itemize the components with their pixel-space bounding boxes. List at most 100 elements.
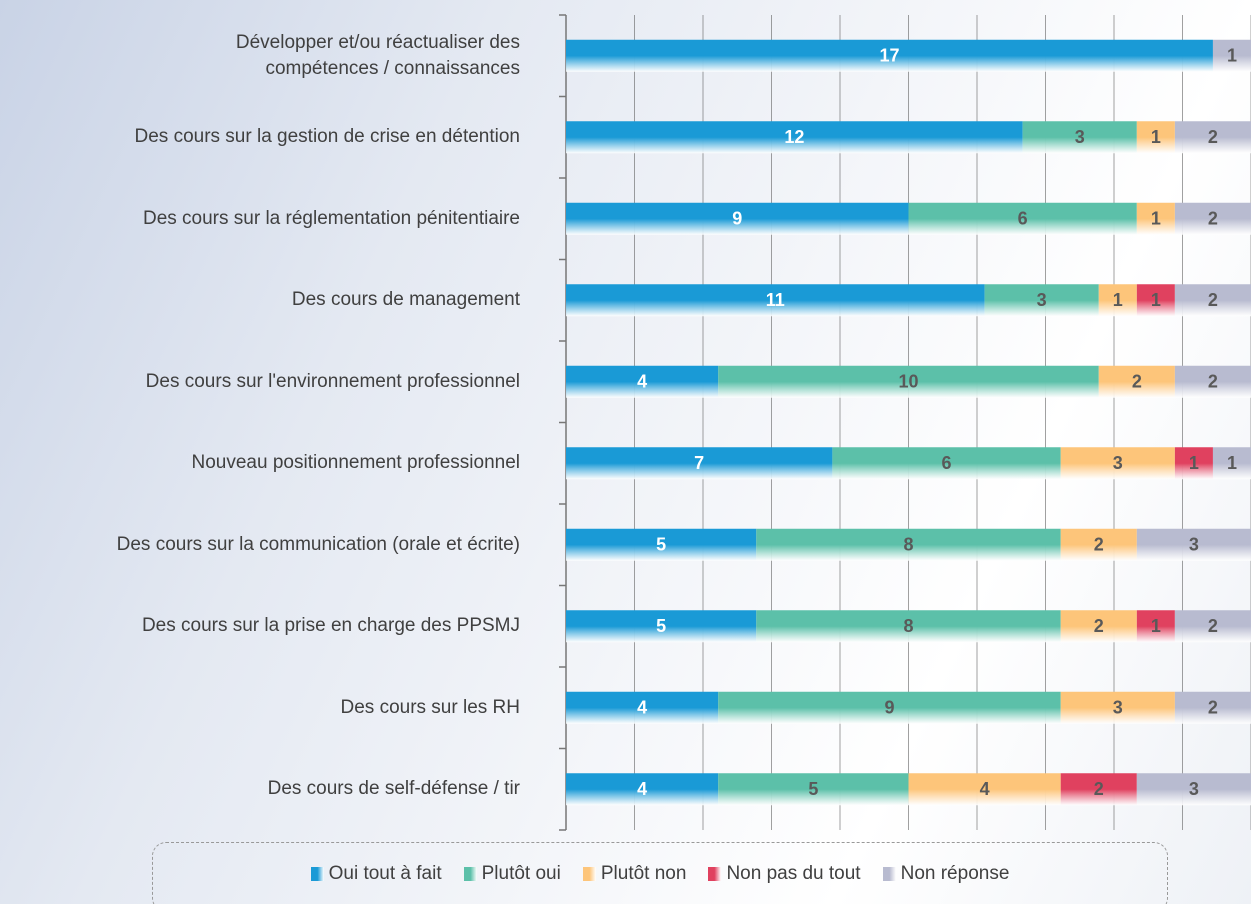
value-label: 1 [1151,616,1161,636]
bar-segment [1136,284,1175,317]
value-label: 8 [903,616,913,636]
category-label: Nouveau positionnement professionnel [191,452,521,474]
value-label: 2 [1094,779,1104,799]
value-label: 1 [1227,46,1237,66]
legend-item: Oui tout à fait [310,863,442,885]
value-label: 6 [942,453,952,473]
bar-segment [1136,610,1175,643]
category-label: Des cours sur la réglementation pénitent… [142,207,520,229]
legend-label: Oui tout à fait [328,863,442,884]
bar-segment [718,691,1061,724]
bar-segment [718,365,1099,398]
value-label: 2 [1132,372,1142,392]
value-label: 3 [1189,779,1199,799]
bar-segment [1174,121,1251,154]
value-label: 9 [884,698,894,718]
bar-segment [1174,202,1251,235]
value-label: 12 [784,127,804,147]
value-label: 5 [656,616,666,636]
category-label: Des cours de management [291,289,520,311]
bar-segment [908,202,1137,235]
bar-segment [1060,610,1137,643]
value-label: 2 [1208,209,1218,229]
value-label: 2 [1208,616,1218,636]
legend-swatch [882,867,896,881]
value-label: 1 [1227,453,1237,473]
bar-segment [566,691,719,724]
bar-segment [1136,773,1251,806]
bar-segment [1174,284,1251,317]
value-label: 7 [694,453,704,473]
legend-item: Non pas du tout [708,863,861,885]
legend-label: Non réponse [900,863,1010,884]
category-label: Des cours sur la communication (orale et… [116,533,520,555]
value-label: 4 [637,698,647,718]
bar-segment [566,121,1023,154]
bar-segment [1212,39,1251,72]
value-label: 3 [1189,535,1199,555]
bar-segment [1022,121,1137,154]
bar-segment [1098,284,1137,317]
value-label: 1 [1113,290,1123,310]
bar-segment [1098,365,1175,398]
bar-segment [756,610,1061,643]
legend-swatch [310,867,324,881]
value-label: 3 [1113,698,1123,718]
value-label: 3 [1037,290,1047,310]
value-label: 1 [1151,209,1161,229]
legend-label: Plutôt non [600,863,687,884]
value-label: 17 [879,46,899,66]
bar-segment [1136,121,1175,154]
value-label: 2 [1208,290,1218,310]
legend-label: Non pas du tout [726,863,861,884]
value-label: 4 [637,372,647,392]
category-label: Des cours sur l'environnement profession… [145,370,520,392]
value-label: 2 [1208,698,1218,718]
legend-swatch [582,867,596,881]
legend-item: Non réponse [882,863,1010,885]
bar-segment [1060,773,1137,806]
bar-segment [1174,447,1213,480]
value-label: 2 [1094,616,1104,636]
bar-segment [566,528,757,561]
bar-segment [1174,691,1251,724]
legend-label: Plutôt oui [481,863,561,884]
bar-segment [908,773,1061,806]
bar-segment [1060,691,1175,724]
bar-segment [1174,365,1251,398]
value-label: 6 [1018,209,1028,229]
bar-segment [1060,447,1175,480]
bar-segment [718,773,909,806]
bar-segment [566,39,1213,72]
bar-segment [1212,447,1251,480]
bar-segment [566,202,909,235]
legend-item: Plutôt oui [463,863,561,885]
value-label: 1 [1151,127,1161,147]
value-label: 2 [1208,372,1218,392]
bar-segment [1174,610,1251,643]
bar-segment [566,284,985,317]
bar-segment [566,773,719,806]
value-label: 3 [1113,453,1123,473]
value-label: 3 [1075,127,1085,147]
value-label: 2 [1094,535,1104,555]
legend-swatch [708,867,722,881]
category-label: Des cours sur les RH [340,696,521,718]
legend-item: Plutôt non [582,863,687,885]
bar-segment [832,447,1061,480]
bar-segment [566,447,833,480]
value-label: 5 [656,535,666,555]
bar-segment [1060,528,1137,561]
value-label: 4 [637,779,647,799]
bar-segment [566,610,757,643]
category-label: Développer et/ou réactualiser des compét… [235,31,520,79]
category-label: Des cours sur la gestion de crise en dét… [134,126,521,148]
category-label: Des cours sur la prise en charge des PPS… [141,615,520,637]
legend-swatch [463,867,477,881]
bar-segment [756,528,1061,561]
legend: Oui tout à fait Plutôt oui Plutôt non Non p… [152,842,1168,904]
value-label: 1 [1151,290,1161,310]
bar-segment [984,284,1099,317]
